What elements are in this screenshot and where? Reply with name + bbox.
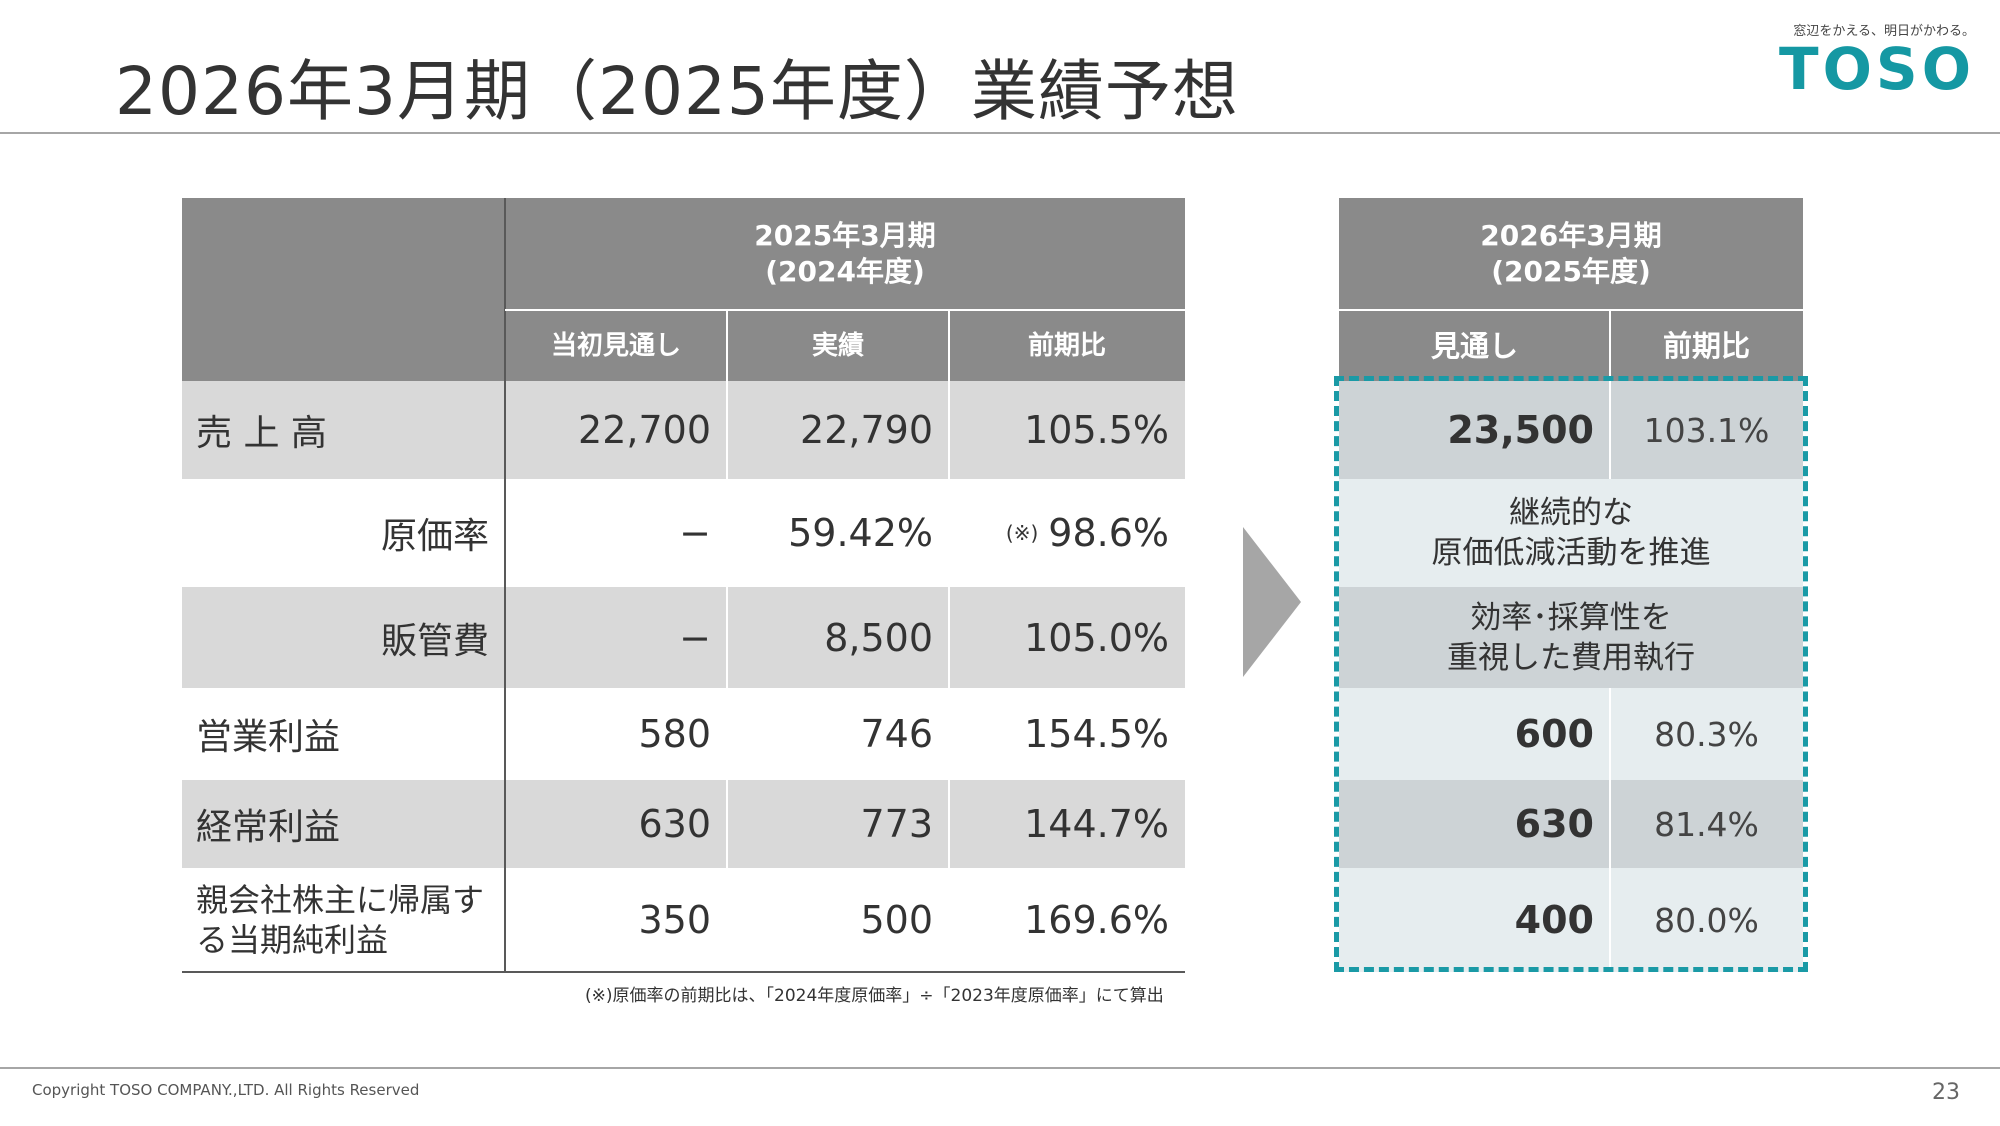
forecast-operating: 600 <box>1339 688 1610 780</box>
row-label-net-income: 親会社株主に帰属する当期純利益 <box>182 868 505 972</box>
cell-sga-initial: − <box>505 587 727 688</box>
cell-net-initial: 350 <box>505 868 727 972</box>
column-divider <box>726 587 728 688</box>
forecast-net-yoy: 80.0% <box>1610 868 1803 972</box>
col-header-forecast: 見通し <box>1339 310 1610 381</box>
left-period-line1: 2025年3月期 <box>754 219 936 252</box>
cell-sales-yoy: 105.5% <box>949 381 1185 479</box>
table-bottom-rule <box>182 971 1185 973</box>
cell-sales-actual: 22,790 <box>727 381 949 479</box>
col-header-actual: 実績 <box>727 310 949 381</box>
left-period-header: 2025年3月期 (2024年度) <box>505 198 1185 310</box>
column-divider <box>726 780 728 868</box>
cell-operating-actual: 746 <box>727 688 949 780</box>
page-number: 23 <box>1932 1080 1960 1105</box>
forecast-ordinary-yoy: 81.4% <box>1610 780 1803 868</box>
left-header-corner <box>182 198 505 381</box>
column-divider <box>726 381 728 479</box>
sga-policy-line2: 重視した費用執行 <box>1447 639 1695 676</box>
footer-divider <box>0 1067 2000 1069</box>
cost-policy-line1: 継続的な <box>1509 495 1633 531</box>
column-divider <box>1609 310 1611 381</box>
column-divider <box>948 780 950 868</box>
column-divider <box>726 310 728 381</box>
forecast-ordinary: 630 <box>1339 780 1610 868</box>
row-label-cost-ratio: 原価率 <box>182 479 505 587</box>
cell-cost-actual: 59.42% <box>727 479 949 587</box>
column-divider <box>948 310 950 381</box>
right-period-line1: 2026年3月期 <box>1480 219 1662 252</box>
row-label-ordinary: 経常利益 <box>182 780 505 868</box>
col-header-yoy: 前期比 <box>949 310 1185 381</box>
forecast-sales-yoy: 103.1% <box>1610 381 1803 479</box>
forecast-net: 400 <box>1339 868 1610 972</box>
forecast-operating-yoy: 80.3% <box>1610 688 1803 780</box>
cell-sga-yoy: 105.0% <box>949 587 1185 688</box>
header-row-divider <box>1339 309 1803 311</box>
right-period-header: 2026年3月期 (2025年度) <box>1339 198 1803 310</box>
page-title: 2026年3月期（2025年度）業績予想 <box>115 53 1239 130</box>
cell-ordinary-yoy: 144.7% <box>949 780 1185 868</box>
company-logo: TOSO <box>1779 35 1975 103</box>
logo-tagline: 窓辺をかえる、明日がかわる。 <box>1793 24 1975 39</box>
cost-policy-text: 継続的な 原価低減活動を推進 <box>1339 479 1803 587</box>
row-label-sales: 売 上 高 <box>182 381 505 479</box>
col-header-initial: 当初見通し <box>505 310 727 381</box>
column-divider <box>1609 381 1611 479</box>
cell-ordinary-actual: 773 <box>727 780 949 868</box>
cell-operating-yoy: 154.5% <box>949 688 1185 780</box>
forecast-highlight-box <box>1334 376 1808 972</box>
sga-policy-line1: 効率･採算性を <box>1470 599 1672 636</box>
cost-policy-line2: 原価低減活動を推進 <box>1431 535 1711 571</box>
cell-sga-actual: 8,500 <box>727 587 949 688</box>
cell-cost-yoy: (※) 98.6% <box>949 479 1185 587</box>
cost-yoy-value: 98.6% <box>1048 511 1169 555</box>
sga-policy-text: 効率･採算性を 重視した費用執行 <box>1339 587 1803 688</box>
copyright: Copyright TOSO COMPANY.,LTD. All Rights … <box>32 1081 420 1099</box>
cell-net-actual: 500 <box>727 868 949 972</box>
row-label-sga: 販管費 <box>182 587 505 688</box>
forecast-sales: 23,500 <box>1339 381 1610 479</box>
column-divider <box>948 381 950 479</box>
cell-operating-initial: 580 <box>505 688 727 780</box>
right-period-line2: (2025年度) <box>1491 255 1651 288</box>
cell-net-yoy: 169.6% <box>949 868 1185 972</box>
cell-ordinary-initial: 630 <box>505 780 727 868</box>
row-label-operating: 営業利益 <box>182 688 505 780</box>
cell-sales-initial: 22,700 <box>505 381 727 479</box>
note-mark: (※) <box>1005 521 1039 545</box>
header-divider <box>0 132 2000 134</box>
column-divider <box>948 587 950 688</box>
col-header-forecast-yoy: 前期比 <box>1610 310 1803 381</box>
arrow-right-icon <box>1243 527 1301 677</box>
footnote: (※)原価率の前期比は、「2024年度原価率」÷「2023年度原価率」にて算出 <box>585 986 1164 1006</box>
header-row-divider <box>505 309 1185 311</box>
label-column-divider <box>504 198 506 972</box>
column-divider <box>1609 688 1611 972</box>
left-period-line2: (2024年度) <box>765 255 925 288</box>
cell-cost-initial: − <box>505 479 727 587</box>
